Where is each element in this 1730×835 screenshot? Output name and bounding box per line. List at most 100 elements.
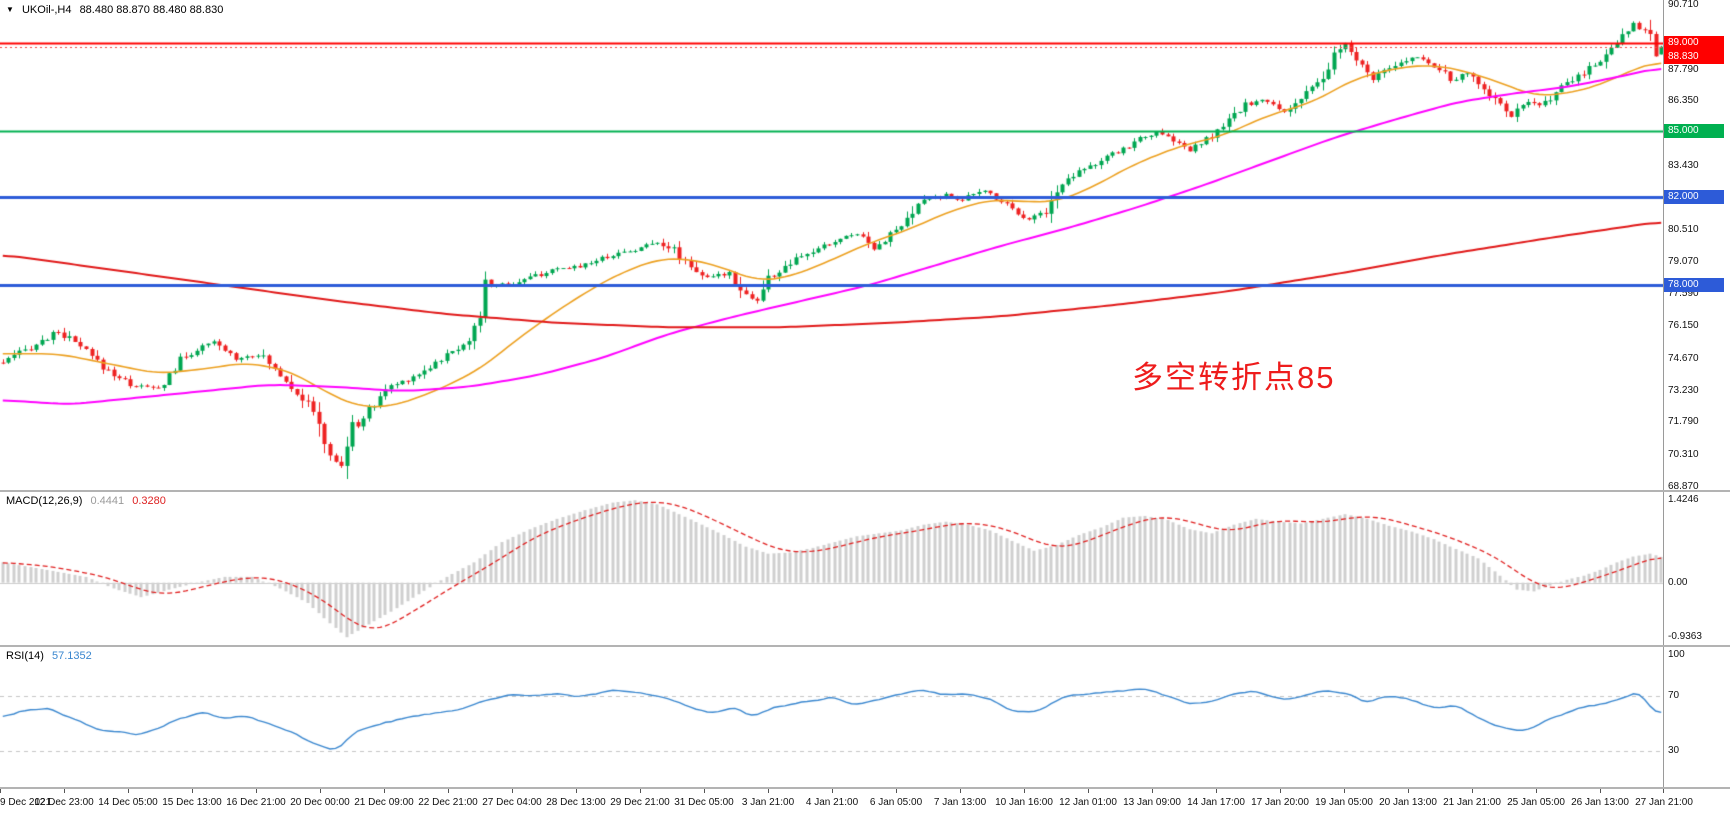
rsi-axis-label: 70 — [1668, 690, 1680, 702]
price-badge: 88.830 — [1664, 49, 1724, 64]
price-axis-label: 74.670 — [1668, 352, 1699, 364]
time-axis-label: 12 Jan 01:00 — [1059, 797, 1117, 808]
macd-canvas[interactable] — [0, 492, 1664, 645]
price-axis-label: 90.710 — [1668, 0, 1699, 11]
time-tick — [1536, 789, 1537, 793]
time-tick — [704, 789, 705, 793]
rsi-panel: 100 70 30 RSI(14) 57.1352 — [0, 647, 1730, 787]
macd-axis-label: 0.00 — [1668, 576, 1688, 588]
symbol-dropdown-icon[interactable]: ▼ — [6, 5, 14, 14]
time-axis-label: 3 Jan 21:00 — [741, 797, 795, 808]
time-axis-label: 15 Dec 13:00 — [162, 797, 222, 808]
time-axis-label: 12 Dec 23:00 — [34, 797, 94, 808]
price-axis-label: 68.870 — [1668, 480, 1699, 492]
panel-separator[interactable] — [0, 787, 1730, 789]
price-axis-label: 71.790 — [1668, 416, 1699, 428]
price-axis-label: 76.150 — [1668, 320, 1699, 332]
macd-value-main: 0.4441 — [90, 495, 125, 507]
time-tick — [1024, 789, 1025, 793]
price-axis-label: 87.790 — [1668, 63, 1699, 75]
rsi-axis-label: 100 — [1668, 649, 1685, 661]
time-tick — [1600, 789, 1601, 793]
rsi-name: RSI(14) — [6, 650, 44, 662]
price-badge: 82.000 — [1664, 190, 1724, 205]
time-tick — [1472, 789, 1473, 793]
time-axis-label: 6 Jan 05:00 — [869, 797, 923, 808]
time-axis-label: 20 Jan 13:00 — [1379, 797, 1437, 808]
time-axis-label: 26 Jan 13:00 — [1571, 797, 1629, 808]
time-tick — [896, 789, 897, 793]
symbol-info: ▼ UKOil-,H4 88.480 88.870 88.480 88.830 — [6, 4, 228, 16]
time-tick — [1280, 789, 1281, 793]
time-axis-label: 21 Dec 09:00 — [354, 797, 414, 808]
price-axis-label: 73.230 — [1668, 384, 1699, 396]
time-axis-label: 25 Jan 05:00 — [1507, 797, 1565, 808]
price-axis-label: 80.510 — [1668, 224, 1699, 236]
price-badge: 89.000 — [1664, 35, 1724, 50]
time-tick — [256, 789, 257, 793]
main-chart-canvas[interactable] — [0, 0, 1664, 490]
macd-axis[interactable]: 1.4246 0.00 -0.9363 — [1663, 492, 1730, 645]
time-axis-label: 29 Dec 21:00 — [610, 797, 670, 808]
macd-axis-label: 1.4246 — [1668, 494, 1699, 505]
price-axis-label: 83.430 — [1668, 159, 1699, 171]
time-axis-label: 14 Jan 17:00 — [1187, 797, 1245, 808]
main-chart-panel: 90.710 87.790 86.350 83.430 80.510 79.070 77.5… — [0, 0, 1730, 492]
time-tick — [1408, 789, 1409, 793]
macd-name: MACD(12,26,9) — [6, 495, 83, 507]
time-tick — [512, 789, 513, 793]
time-axis[interactable]: 9 Dec 2021 12 Dec 23:00 14 Dec 05:00 15 Dec… — [0, 789, 1730, 819]
price-badge: 78.000 — [1664, 278, 1724, 293]
time-axis-label: 31 Dec 05:00 — [674, 797, 734, 808]
time-tick — [192, 789, 193, 793]
ohlc-values: 88.480 88.870 88.480 88.830 — [79, 4, 224, 16]
time-axis-label: 9 Dec 2021 — [0, 797, 52, 808]
price-badge: 85.000 — [1664, 124, 1724, 139]
time-tick — [1216, 789, 1217, 793]
time-axis-label: 19 Jan 05:00 — [1315, 797, 1373, 808]
time-tick — [1663, 789, 1664, 793]
time-axis-label: 14 Dec 05:00 — [98, 797, 158, 808]
rsi-value: 57.1352 — [51, 650, 92, 662]
time-axis-label: 27 Dec 04:00 — [482, 797, 542, 808]
time-tick — [448, 789, 449, 793]
macd-axis-label: -0.9363 — [1668, 631, 1702, 642]
time-axis-label: 20 Dec 00:00 — [290, 797, 350, 808]
time-tick — [128, 789, 129, 793]
time-tick — [384, 789, 385, 793]
time-axis-label: 4 Jan 21:00 — [805, 797, 859, 808]
time-tick — [640, 789, 641, 793]
time-axis-label: 27 Jan 21:00 — [1635, 797, 1693, 808]
rsi-axis[interactable]: 100 70 30 — [1663, 647, 1730, 787]
panel-separator[interactable] — [0, 645, 1730, 647]
rsi-label: RSI(14) 57.1352 — [6, 650, 97, 662]
time-tick — [320, 789, 321, 793]
price-axis[interactable]: 90.710 87.790 86.350 83.430 80.510 79.070 77.5… — [1663, 0, 1730, 492]
time-tick — [1152, 789, 1153, 793]
time-tick — [64, 789, 65, 793]
time-tick — [1088, 789, 1089, 793]
time-tick — [1344, 789, 1345, 793]
chart-annotation[interactable]: 多空转折点85 — [1132, 360, 1336, 395]
time-tick — [960, 789, 961, 793]
time-axis-label: 28 Dec 13:00 — [546, 797, 606, 808]
time-axis-label: 13 Jan 09:00 — [1123, 797, 1181, 808]
panel-separator[interactable] — [0, 490, 1730, 492]
price-axis-label: 77.590 — [1668, 288, 1699, 300]
macd-label: MACD(12,26,9) 0.4441 0.3280 — [6, 495, 171, 507]
price-axis-label: 86.350 — [1668, 95, 1699, 107]
macd-panel: 1.4246 0.00 -0.9363 MACD(12,26,9) 0.4441 0… — [0, 492, 1730, 645]
time-axis-label: 21 Jan 21:00 — [1443, 797, 1501, 808]
price-axis-label: 79.070 — [1668, 255, 1699, 267]
time-axis-label: 17 Jan 20:00 — [1251, 797, 1309, 808]
price-axis-label: 70.310 — [1668, 448, 1699, 460]
time-axis-label: 22 Dec 21:00 — [418, 797, 478, 808]
rsi-canvas[interactable] — [0, 647, 1664, 787]
time-tick — [768, 789, 769, 793]
time-axis-label: 16 Dec 21:00 — [226, 797, 286, 808]
time-tick — [0, 789, 1, 793]
time-axis-label: 7 Jan 13:00 — [933, 797, 987, 808]
time-tick — [576, 789, 577, 793]
time-tick — [832, 789, 833, 793]
